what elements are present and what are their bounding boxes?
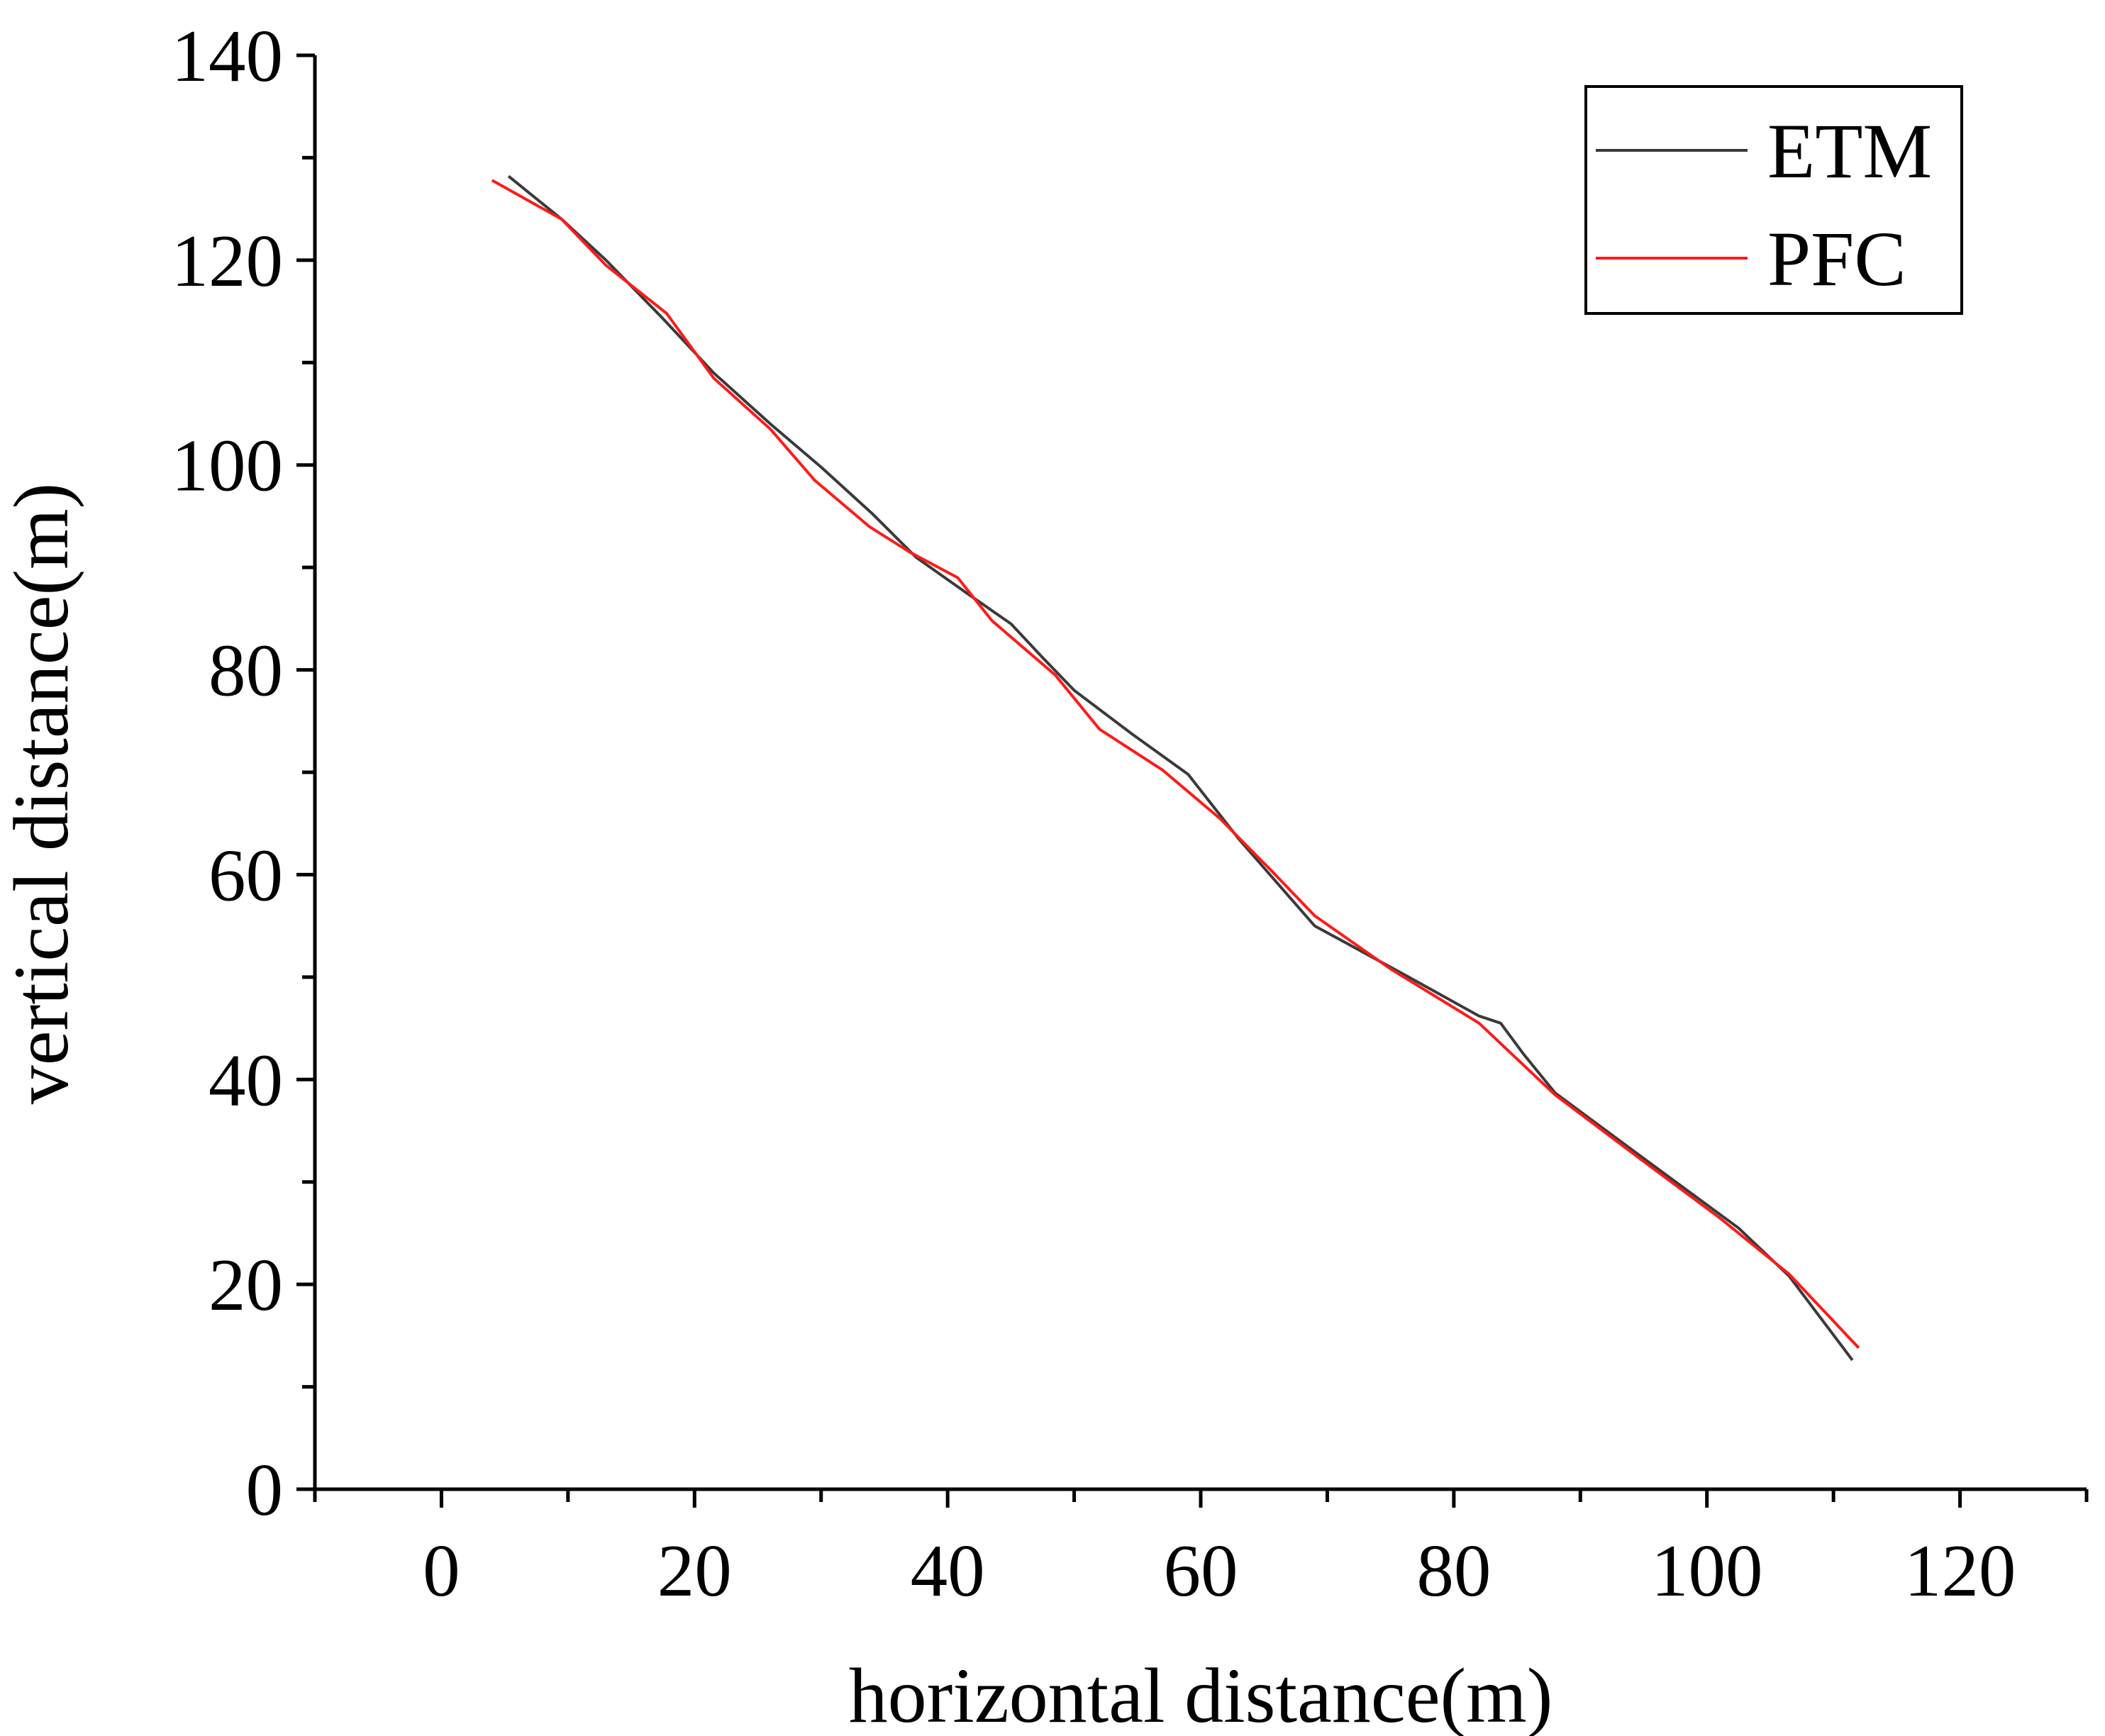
- y-tick-label: 140: [172, 14, 284, 97]
- x-tick-label: 100: [1651, 1529, 1763, 1612]
- x-tick-label: 0: [423, 1529, 460, 1612]
- y-tick-label: 60: [209, 833, 283, 916]
- legend-label-etm: ETM: [1767, 108, 1932, 194]
- y-tick-label: 40: [209, 1038, 283, 1121]
- x-tick-label: 40: [911, 1529, 985, 1612]
- x-tick-label: 80: [1416, 1529, 1491, 1612]
- y-tick-label: 100: [172, 424, 284, 507]
- y-tick-label: 0: [246, 1448, 284, 1531]
- series-lines: [491, 174, 1860, 1362]
- y-axis-title: vertical distance(m): [0, 483, 84, 1105]
- series-line-etm: [507, 174, 1854, 1362]
- y-tick-label: 120: [172, 219, 284, 302]
- x-tick-label: 20: [657, 1529, 732, 1612]
- legend-label-pfc: PFC: [1767, 216, 1906, 302]
- legend: ETM PFC: [1584, 85, 1963, 315]
- x-tick-label: 120: [1904, 1529, 2016, 1612]
- series-line-pfc: [491, 179, 1860, 1350]
- legend-box: [1584, 85, 1963, 315]
- y-tick-label: 80: [209, 629, 283, 712]
- y-tick-label: 20: [209, 1243, 283, 1326]
- x-tick-label: 60: [1164, 1529, 1238, 1612]
- axes: 0 20 40 60 80 100 120 140 0 20 40 60 80 100 120: [172, 14, 2089, 1612]
- x-axis-title: horizontal distance(m): [849, 1652, 1553, 1736]
